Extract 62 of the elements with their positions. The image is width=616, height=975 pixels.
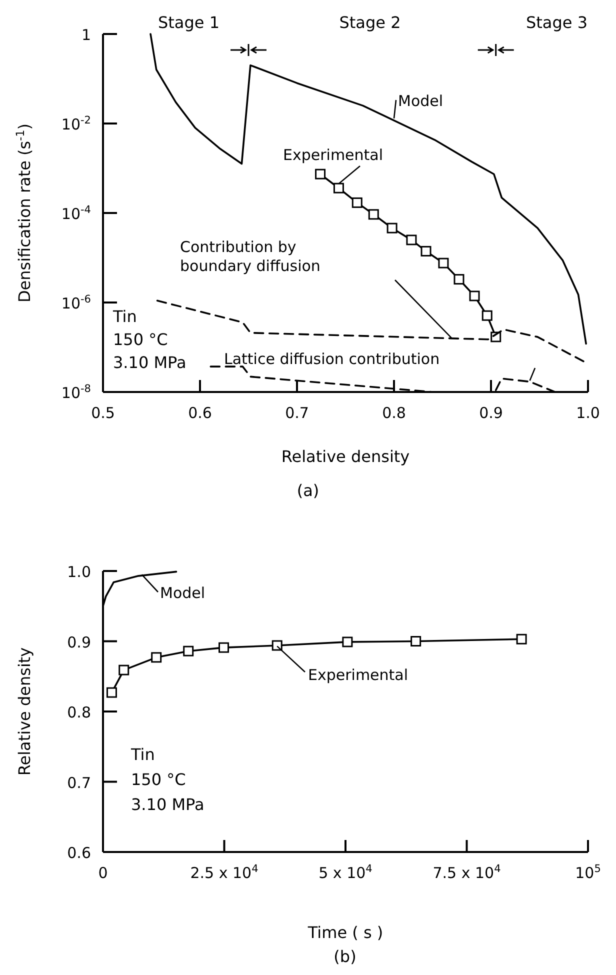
y-tick-label: 0.7 [67, 774, 91, 792]
point [454, 274, 464, 285]
point [342, 636, 353, 648]
point [106, 687, 117, 698]
x-tick-label: 0.9 [479, 404, 503, 422]
x-axis-title: Relative density [281, 447, 410, 466]
y-tick-label: 1.0 [67, 563, 91, 581]
series-label: Experimental [283, 146, 384, 164]
legend-label: Model [160, 584, 206, 602]
point [183, 646, 194, 656]
line-series [150, 33, 587, 345]
text: (b) [334, 947, 356, 966]
annotation: 3.10 MPa [113, 353, 186, 372]
point [482, 310, 492, 321]
text: Stage 2 [339, 13, 401, 32]
y-tick-label: 10$^{-6}$ [61, 294, 92, 312]
point [272, 640, 282, 651]
y-tick-label: 10$^{-8}$ [61, 383, 91, 402]
y-tick-label: 0.9 [67, 633, 91, 652]
series-label: Experimental [308, 666, 408, 684]
x-tick-label: 0.5 [91, 404, 115, 422]
y-tick-label: 10$^{-4}$ [61, 204, 92, 223]
text: Stage 1 [158, 13, 220, 32]
annotation: 3.10 MPa [131, 795, 204, 814]
point [410, 636, 422, 646]
point [118, 664, 130, 676]
point [386, 222, 398, 234]
point [420, 246, 432, 256]
x-tick-label: 0.7 [285, 404, 309, 422]
x-tick-label: 0.8 [382, 404, 406, 422]
point [151, 652, 162, 663]
point [406, 234, 417, 246]
point [469, 290, 480, 302]
x-tick-label: 0 [98, 864, 108, 882]
y-tick-label: 0.6 [67, 844, 91, 862]
x-tick-label: 0.6 [188, 404, 212, 422]
y-tick-label: 0.8 [67, 704, 91, 722]
x-tick-label: 10$^{5}$ [575, 863, 601, 882]
point [333, 182, 344, 194]
annotation: 150 °C [131, 770, 186, 789]
point [315, 168, 326, 180]
point [368, 209, 379, 220]
point [218, 642, 230, 653]
y-tick-label: 10$^{-2}$ [61, 114, 91, 134]
x-tick-label: 7.5 x 10$^{4}$ [432, 863, 502, 882]
annotation: Tin [130, 745, 155, 764]
x-tick-label: 2.5 x 10$^{4}$ [190, 863, 259, 882]
point [352, 197, 362, 208]
legend-label: Model [398, 92, 444, 110]
annotation: Tin [112, 307, 137, 326]
y-tick-label: 1 [81, 26, 91, 44]
text: Contribution by boundary diffusion [180, 238, 320, 275]
x-tick-label: 5 x 10$^{4}$ [318, 863, 373, 882]
x-tick-label: 1.0 [576, 404, 600, 422]
annotation: 150 °C [113, 330, 168, 349]
text: (a) [296, 481, 320, 500]
y-axis-title: Relative density [15, 647, 34, 776]
point [438, 258, 449, 268]
series-label: Lattice diffusion contribution [224, 350, 440, 368]
point [516, 634, 527, 644]
x-axis-title: Time ( s ) [306, 923, 384, 942]
text: Stage 3 [526, 13, 588, 32]
